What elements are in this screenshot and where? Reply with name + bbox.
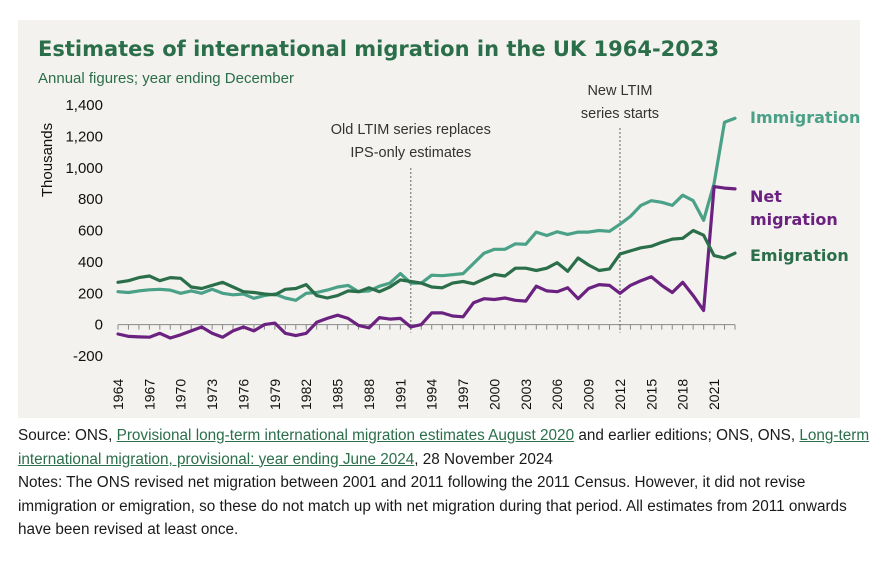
source-notes: Source: ONS, Provisional long-term inter… [18,424,878,542]
x-tick-label: 1979 [267,379,283,410]
y-tick-label: 600 [78,223,103,240]
x-tick-label: 1988 [361,379,377,410]
series-labels: Immigration Net migration Emigration [750,108,860,265]
x-tick-label: 1973 [204,379,220,410]
source-suffix: , 28 November 2024 [414,450,553,468]
y-tick-label: 200 [78,285,103,302]
y-tick-label: 800 [78,191,103,208]
series-label: Emigration [750,246,849,265]
y-tick-label: -200 [73,348,103,365]
x-tick-label: 2000 [486,379,502,410]
x-tick-label: 2012 [612,379,628,410]
x-tick-label: 2018 [675,379,691,410]
annotation-text: IPS-only estimates [350,145,471,161]
x-tick-label: 1970 [173,379,189,410]
x-tick-label: 2015 [643,379,659,410]
series-line-net-migration [116,185,737,340]
series-line-emigration [116,228,737,300]
x-tick-label: 1976 [235,379,251,410]
annotations: Old LTIM series replaces IPS-only estimat… [331,83,659,333]
y-tick-label: 1,400 [65,97,103,114]
source-link-1[interactable]: Provisional long-term international migr… [116,427,575,444]
x-tick-label: 2006 [549,379,565,410]
x-axis: 1964 1967 1970 1973 1976 1979 1982 1985 1988 1991… [110,324,736,410]
series-label: migration [750,210,838,229]
source-mid: and earlier editions; ONS, ONS, [574,427,800,444]
chart-subtitle: Annual figures; year ending December [38,70,294,87]
y-tick-label: 0 [95,317,103,334]
chart-panel: Estimates of international migration in … [18,20,860,418]
source-line: Source: ONS, Provisional long-term inter… [18,424,878,471]
x-tick-label: 1991 [392,379,408,410]
series-line-immigration [116,116,737,302]
notes-text: Notes: The ONS revised net migration bet… [18,474,847,539]
annotation-text: series starts [581,106,659,122]
annotation-text: New LTIM [587,83,652,99]
y-axis: 1,400 1,200 1,000 800 600 400 200 0 -200 [65,97,103,365]
x-tick-label: 1994 [424,379,440,410]
x-tick-label: 1997 [455,379,471,410]
y-axis-label: Thousands [39,123,56,197]
x-tick-label: 1964 [110,379,126,410]
series-label: Net [750,187,782,206]
series-label: Immigration [750,108,860,127]
source-prefix: Source: ONS, [18,427,117,444]
annotation-text: Old LTIM series replaces [331,122,491,138]
x-tick-label: 2003 [518,379,534,410]
chart-title: Estimates of international migration in … [38,37,719,61]
y-tick-label: 1,200 [65,128,103,145]
x-tick-label: 1967 [141,379,157,410]
x-tick-label: 2021 [706,379,722,410]
y-tick-label: 400 [78,254,103,271]
y-tick-label: 1,000 [65,160,103,177]
x-tick-label: 1985 [330,379,346,410]
line-chart: Estimates of international migration in … [38,37,860,410]
x-tick-label: 1982 [298,379,314,410]
series-lines [116,116,737,340]
x-tick-label: 2009 [581,379,597,410]
source-link-2[interactable]: Long-term international migration, provi… [18,427,870,468]
